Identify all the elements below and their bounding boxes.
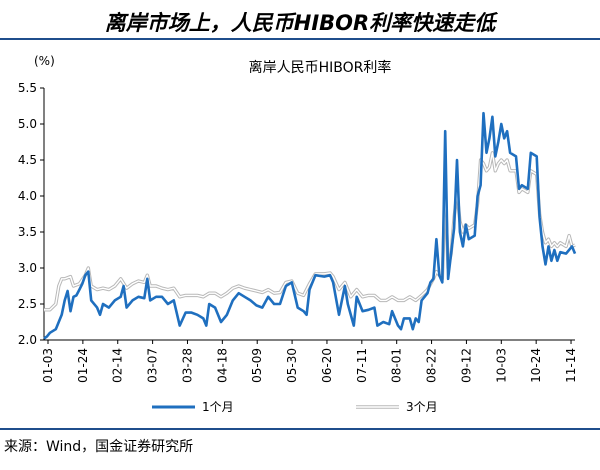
y-axis: 2.0 2.5 3.0 3.5 4.0 4.5 5.0 5.5 [18,81,45,347]
y-tick-label: 4.0 [18,189,37,203]
footer-divider [0,428,600,430]
y-tick-label: 2.5 [18,297,37,311]
y-tick-label: 3.5 [18,225,37,239]
x-tick-label: 06-20 [320,348,334,383]
x-tick-label: 05-09 [250,348,264,383]
x-tick-label: 08-22 [425,348,439,383]
series-3m-line [44,152,576,311]
series-1m-line [43,111,577,340]
x-tick-label: 11-14 [564,348,578,383]
source-note: 来源：Wind，国金证券研究所 [4,439,194,455]
x-tick-label: 05-30 [285,348,299,383]
legend-3m-label: 3个月 [406,400,438,414]
header-divider [0,38,600,40]
page-title: 离岸市场上，人民币HIBOR利率快速走低 [104,11,496,35]
x-tick-label: 01-03 [41,348,55,383]
x-tick-label: 10-03 [494,348,508,383]
chart-title: 离岸人民币HIBOR利率 [249,59,392,76]
y-tick-label: 5.0 [18,117,37,131]
x-tick-label: 02-14 [111,348,125,383]
header: 离岸市场上，人民币HIBOR利率快速走低 [0,0,600,40]
x-tick-label: 04-18 [215,348,229,383]
x-axis: 01-03 01-24 02-14 03-07 03-28 04-18 05-09 05-30… [41,339,578,383]
x-tick-label: 01-24 [76,348,90,383]
x-tick-label: 03-28 [180,348,194,383]
y-tick-label: 3.0 [18,261,37,275]
chart: 离岸人民币HIBOR利率 (%) 2.0 2.5 3.0 3.5 4.0 4.5 5.0 5.… [18,54,578,414]
x-tick-label: 03-07 [146,348,160,383]
legend: 1个月 3个月 [152,400,438,414]
series-layer [43,111,577,340]
x-tick-label: 08-01 [390,348,404,383]
y-tick-label: 2.0 [18,333,37,347]
y-tick-label: 5.5 [18,81,37,95]
x-tick-label: 09-12 [459,348,473,383]
x-tick-label: 07-11 [355,348,369,383]
y-tick-label: 4.5 [18,153,37,167]
legend-1m-label: 1个月 [202,400,234,414]
y-axis-unit-label: (%) [34,54,55,68]
x-tick-label: 10-24 [529,348,543,383]
